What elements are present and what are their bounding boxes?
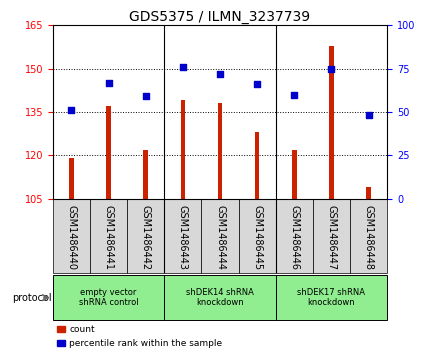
Legend: count, percentile rank within the sample: count, percentile rank within the sample — [57, 326, 222, 348]
Bar — [255, 132, 260, 199]
FancyBboxPatch shape — [90, 199, 127, 273]
Bar — [69, 158, 73, 199]
FancyBboxPatch shape — [350, 199, 387, 273]
Point — [365, 113, 372, 118]
Text: GSM1486448: GSM1486448 — [363, 205, 374, 270]
FancyBboxPatch shape — [202, 199, 238, 273]
Title: GDS5375 / ILMN_3237739: GDS5375 / ILMN_3237739 — [129, 11, 311, 24]
FancyBboxPatch shape — [164, 276, 276, 320]
Bar — [367, 187, 371, 199]
Point — [142, 94, 149, 99]
Text: GSM1486445: GSM1486445 — [252, 205, 262, 270]
Point — [105, 79, 112, 85]
Text: empty vector
shRNA control: empty vector shRNA control — [79, 288, 138, 307]
Point — [253, 81, 260, 87]
Text: GSM1486442: GSM1486442 — [141, 205, 150, 270]
Point — [291, 92, 298, 98]
Text: GSM1486444: GSM1486444 — [215, 205, 225, 270]
Text: shDEK14 shRNA
knockdown: shDEK14 shRNA knockdown — [186, 288, 254, 307]
Point — [328, 66, 335, 72]
Bar — [106, 106, 111, 199]
Bar — [292, 150, 297, 199]
Text: GSM1486441: GSM1486441 — [103, 205, 114, 270]
Bar — [143, 150, 148, 199]
FancyBboxPatch shape — [164, 199, 202, 273]
Text: GSM1486440: GSM1486440 — [66, 205, 77, 270]
Bar — [329, 46, 334, 199]
FancyBboxPatch shape — [53, 199, 90, 273]
FancyBboxPatch shape — [313, 199, 350, 273]
Text: GSM1486443: GSM1486443 — [178, 205, 188, 270]
Text: GSM1486446: GSM1486446 — [290, 205, 299, 270]
Bar — [218, 103, 222, 199]
Point — [180, 64, 187, 70]
FancyBboxPatch shape — [276, 276, 387, 320]
FancyBboxPatch shape — [238, 199, 276, 273]
Point — [68, 107, 75, 113]
Text: GSM1486447: GSM1486447 — [326, 205, 337, 270]
FancyBboxPatch shape — [127, 199, 164, 273]
FancyBboxPatch shape — [53, 276, 164, 320]
Text: protocol: protocol — [12, 293, 52, 303]
Bar — [180, 101, 185, 199]
Text: shDEK17 shRNA
knockdown: shDEK17 shRNA knockdown — [297, 288, 366, 307]
FancyBboxPatch shape — [276, 199, 313, 273]
Point — [216, 71, 224, 77]
